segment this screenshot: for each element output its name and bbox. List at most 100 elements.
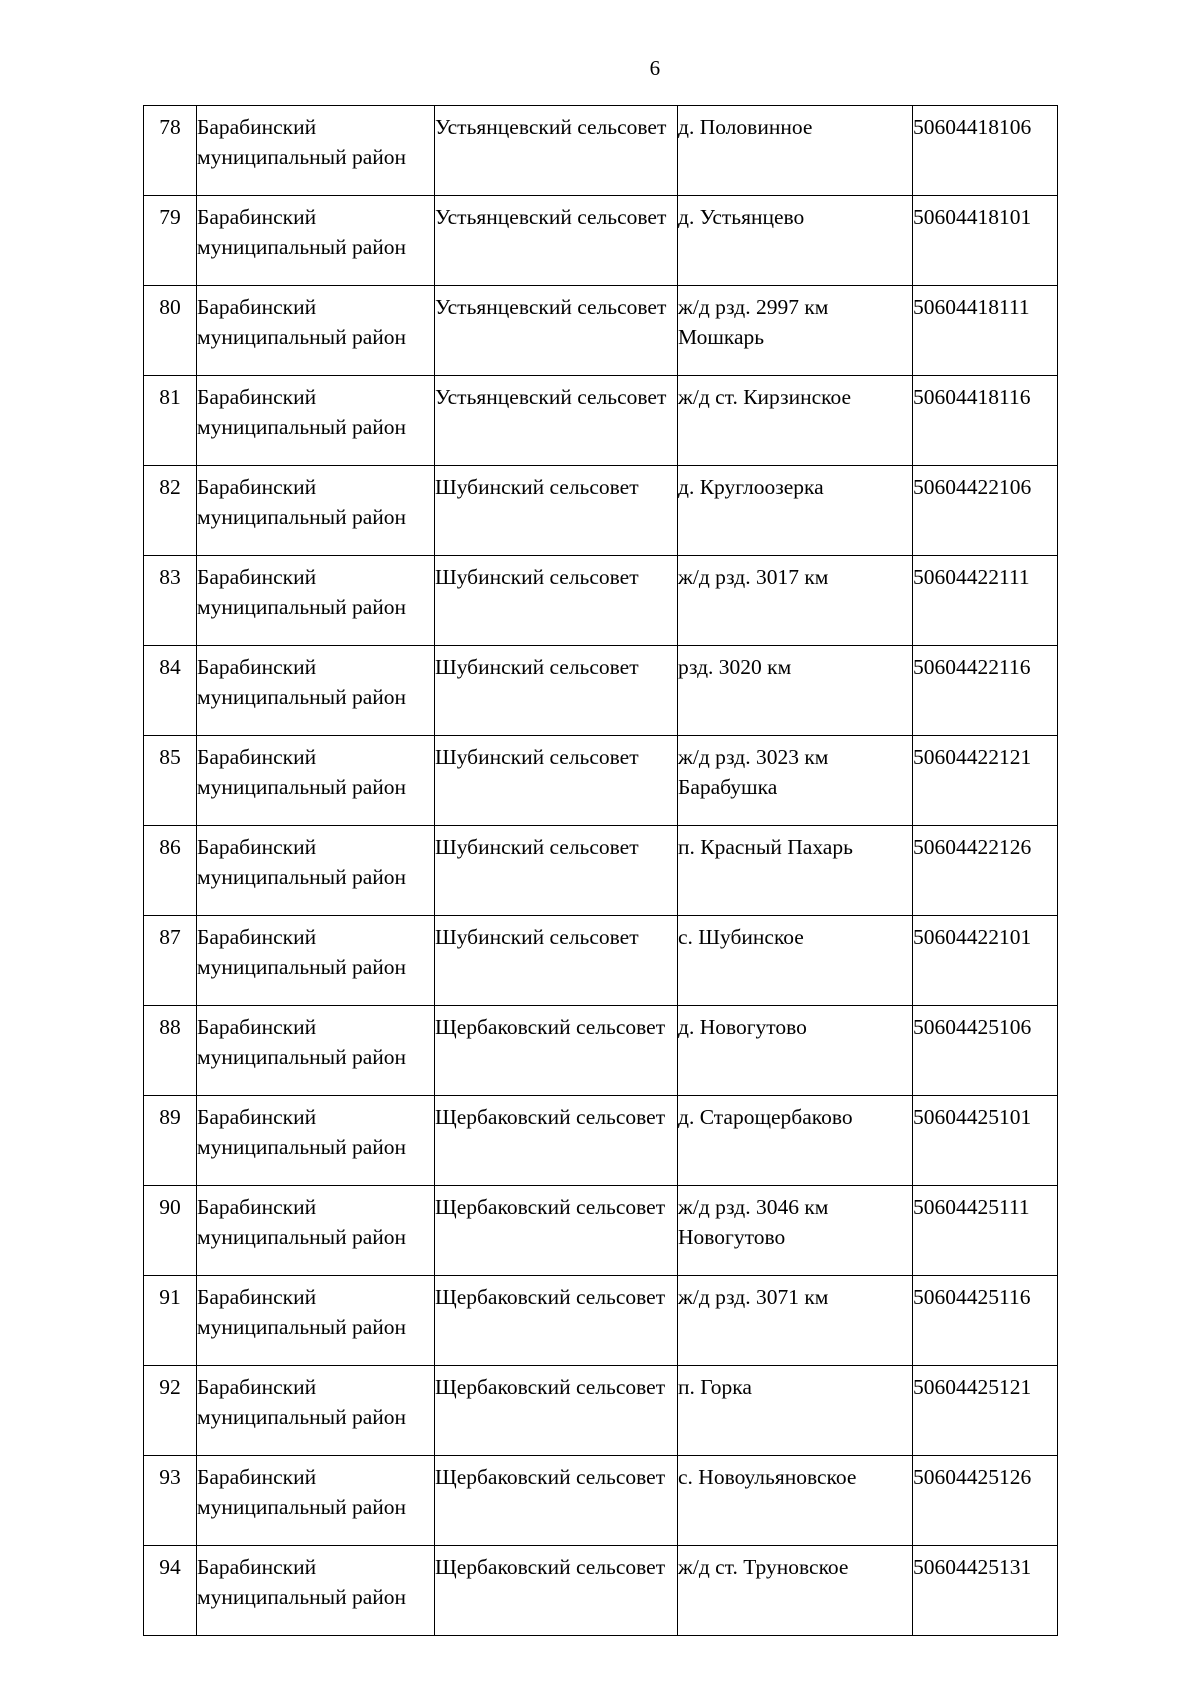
row-number-cell: 91 xyxy=(143,1275,197,1366)
oktmo-code-cell: 50604418101 xyxy=(912,195,1058,286)
oktmo-code-cell: 50604425126 xyxy=(912,1455,1058,1546)
row-number-cell: 86 xyxy=(143,825,197,916)
row-number-cell: 80 xyxy=(143,285,197,376)
settlement-cell: ж/д рзд. 3017 км xyxy=(677,555,913,646)
row-number-cell: 79 xyxy=(143,195,197,286)
settlement-cell: д. Новогутово xyxy=(677,1005,913,1096)
table-row: 91 Барабинский муниципальный район Щербако… xyxy=(143,1275,1058,1366)
row-number-cell: 93 xyxy=(143,1455,197,1546)
oktmo-code-cell: 50604422126 xyxy=(912,825,1058,916)
table-row: 79 Барабинский муниципальный район Устьянц… xyxy=(143,195,1058,286)
table-row: 84 Барабинский муниципальный район Шубинск… xyxy=(143,645,1058,736)
row-number-cell: 78 xyxy=(143,105,197,196)
table-row: 82 Барабинский муниципальный район Шубинск… xyxy=(143,465,1058,556)
settlement-cell: д. Половинное xyxy=(677,105,913,196)
row-number-cell: 90 xyxy=(143,1185,197,1276)
oktmo-code-cell: 50604422116 xyxy=(912,645,1058,736)
table-row: 81 Барабинский муниципальный район Устьянц… xyxy=(143,375,1058,466)
settlement-cell: д. Круглоозерка xyxy=(677,465,913,556)
settlement-cell: ж/д ст. Кирзинское xyxy=(677,375,913,466)
rural-council-cell: Шубинский сельсовет xyxy=(434,825,678,916)
rural-council-cell: Шубинский сельсовет xyxy=(434,915,678,1006)
row-number-cell: 84 xyxy=(143,645,197,736)
row-number-cell: 87 xyxy=(143,915,197,1006)
table-row: 86 Барабинский муниципальный район Шубинск… xyxy=(143,825,1058,916)
oktmo-code-cell: 50604425101 xyxy=(912,1095,1058,1186)
rural-council-cell: Устьянцевский сельсовет xyxy=(434,375,678,466)
rural-council-cell: Щербаковский сельсовет xyxy=(434,1275,678,1366)
rural-council-cell: Щербаковский сельсовет xyxy=(434,1185,678,1276)
table-row: 90 Барабинский муниципальный район Щербако… xyxy=(143,1185,1058,1276)
oktmo-code-cell: 50604422106 xyxy=(912,465,1058,556)
oktmo-code-cell: 50604425116 xyxy=(912,1275,1058,1366)
district-cell: Барабинский муниципальный район xyxy=(196,1095,435,1186)
table-row: 93 Барабинский муниципальный район Щербако… xyxy=(143,1455,1058,1546)
rural-council-cell: Щербаковский сельсовет xyxy=(434,1455,678,1546)
district-cell: Барабинский муниципальный район xyxy=(196,825,435,916)
row-number-cell: 88 xyxy=(143,1005,197,1096)
rural-council-cell: Устьянцевский сельсовет xyxy=(434,285,678,376)
table-row: 78 Барабинский муниципальный район Устьянц… xyxy=(143,105,1058,196)
rural-council-cell: Шубинский сельсовет xyxy=(434,645,678,736)
settlement-cell: ж/д рзд. 3023 км Барабушка xyxy=(677,735,913,826)
rural-council-cell: Щербаковский сельсовет xyxy=(434,1365,678,1456)
rural-council-cell: Шубинский сельсовет xyxy=(434,735,678,826)
oktmo-code-cell: 50604422101 xyxy=(912,915,1058,1006)
table-row: 94 Барабинский муниципальный район Щербако… xyxy=(143,1545,1058,1636)
page-number: 6 xyxy=(649,56,661,80)
settlement-cell: с. Шубинское xyxy=(677,915,913,1006)
district-cell: Барабинский муниципальный район xyxy=(196,375,435,466)
settlement-cell: д. Старощербаково xyxy=(677,1095,913,1186)
oktmo-code-cell: 50604418116 xyxy=(912,375,1058,466)
registry-table: 78 Барабинский муниципальный район Устьянц… xyxy=(143,105,1058,1636)
rural-council-cell: Шубинский сельсовет xyxy=(434,555,678,646)
district-cell: Барабинский муниципальный район xyxy=(196,465,435,556)
district-cell: Барабинский муниципальный район xyxy=(196,1545,435,1636)
row-number-cell: 81 xyxy=(143,375,197,466)
district-cell: Барабинский муниципальный район xyxy=(196,1455,435,1546)
settlement-cell: ж/д рзд. 3046 км Новогутово xyxy=(677,1185,913,1276)
district-cell: Барабинский муниципальный район xyxy=(196,1365,435,1456)
rural-council-cell: Шубинский сельсовет xyxy=(434,465,678,556)
row-number-cell: 92 xyxy=(143,1365,197,1456)
district-cell: Барабинский муниципальный район xyxy=(196,915,435,1006)
settlement-cell: п. Красный Пахарь xyxy=(677,825,913,916)
table-row: 88 Барабинский муниципальный район Щербако… xyxy=(143,1005,1058,1096)
district-cell: Барабинский муниципальный район xyxy=(196,645,435,736)
oktmo-code-cell: 50604418111 xyxy=(912,285,1058,376)
district-cell: Барабинский муниципальный район xyxy=(196,1185,435,1276)
rural-council-cell: Устьянцевский сельсовет xyxy=(434,105,678,196)
settlement-cell: ж/д рзд. 3071 км xyxy=(677,1275,913,1366)
row-number-cell: 89 xyxy=(143,1095,197,1186)
oktmo-code-cell: 50604425111 xyxy=(912,1185,1058,1276)
rural-council-cell: Щербаковский сельсовет xyxy=(434,1005,678,1096)
oktmo-code-cell: 50604425131 xyxy=(912,1545,1058,1636)
rural-council-cell: Щербаковский сельсовет xyxy=(434,1095,678,1186)
row-number-cell: 94 xyxy=(143,1545,197,1636)
district-cell: Барабинский муниципальный район xyxy=(196,195,435,286)
settlement-cell: ж/д рзд. 2997 км Мошкарь xyxy=(677,285,913,376)
row-number-cell: 82 xyxy=(143,465,197,556)
table-row: 85 Барабинский муниципальный район Шубинск… xyxy=(143,735,1058,826)
district-cell: Барабинский муниципальный район xyxy=(196,735,435,826)
oktmo-code-cell: 50604425121 xyxy=(912,1365,1058,1456)
oktmo-code-cell: 50604418106 xyxy=(912,105,1058,196)
table-row: 92 Барабинский муниципальный район Щербако… xyxy=(143,1365,1058,1456)
district-cell: Барабинский муниципальный район xyxy=(196,1005,435,1096)
rural-council-cell: Устьянцевский сельсовет xyxy=(434,195,678,286)
oktmo-code-cell: 50604425106 xyxy=(912,1005,1058,1096)
rural-council-cell: Щербаковский сельсовет xyxy=(434,1545,678,1636)
registry-table-container: 78 Барабинский муниципальный район Устьянц… xyxy=(143,105,1058,1636)
oktmo-code-cell: 50604422111 xyxy=(912,555,1058,646)
registry-table-body: 78 Барабинский муниципальный район Устьянц… xyxy=(143,105,1058,1636)
district-cell: Барабинский муниципальный район xyxy=(196,1275,435,1366)
oktmo-code-cell: 50604422121 xyxy=(912,735,1058,826)
settlement-cell: п. Горка xyxy=(677,1365,913,1456)
table-row: 83 Барабинский муниципальный район Шубинск… xyxy=(143,555,1058,646)
settlement-cell: д. Устьянцево xyxy=(677,195,913,286)
row-number-cell: 83 xyxy=(143,555,197,646)
table-row: 80 Барабинский муниципальный район Устьянц… xyxy=(143,285,1058,376)
settlement-cell: рзд. 3020 км xyxy=(677,645,913,736)
table-row: 87 Барабинский муниципальный район Шубинск… xyxy=(143,915,1058,1006)
